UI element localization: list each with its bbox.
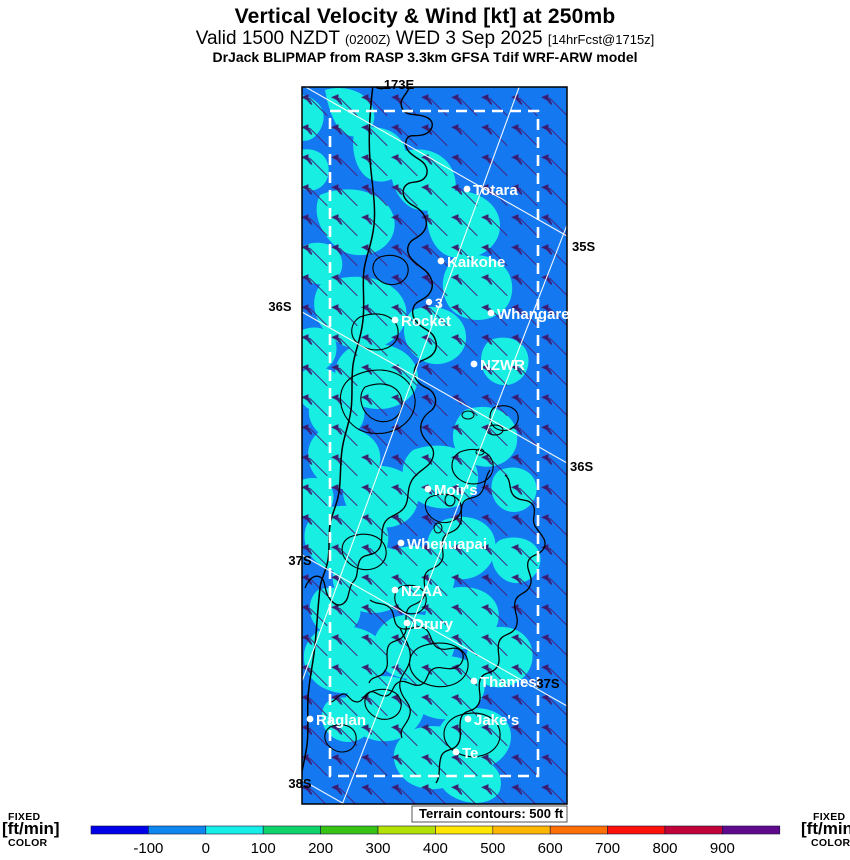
svg-text:100: 100 [251,840,276,857]
svg-text:Rocket: Rocket [401,313,451,330]
svg-text:173E: 173E [384,77,415,92]
svg-text:Totara: Totara [473,182,518,199]
svg-text:[ft/min]: [ft/min] [801,819,850,838]
svg-text:37S: 37S [288,553,311,568]
svg-text:3: 3 [435,295,443,311]
svg-text:700: 700 [595,840,620,857]
svg-text:0: 0 [202,840,210,857]
svg-text:36S: 36S [570,459,593,474]
svg-text:400: 400 [423,840,448,857]
svg-text:36S: 36S [268,299,291,314]
svg-text:38S: 38S [288,776,311,791]
svg-text:Moir's: Moir's [434,482,478,499]
svg-text:500: 500 [480,840,505,857]
svg-text:COLOR: COLOR [8,837,48,849]
svg-text:-100: -100 [133,840,163,857]
svg-text:Raglan: Raglan [316,712,366,729]
svg-text:800: 800 [652,840,677,857]
svg-text:200: 200 [308,840,333,857]
svg-text:Whangarei: Whangarei [497,306,574,323]
svg-text:Kaikohe: Kaikohe [447,254,505,271]
svg-text:[ft/min]: [ft/min] [2,819,60,838]
svg-text:900: 900 [710,840,735,857]
svg-text:600: 600 [538,840,563,857]
svg-text:Drury: Drury [413,616,454,633]
svg-text:Jake's: Jake's [474,712,519,729]
svg-text:37S: 37S [536,676,559,691]
svg-text:Te: Te [462,745,478,762]
svg-text:COLOR: COLOR [811,837,850,849]
svg-text:35S: 35S [572,239,595,254]
svg-text:NZAA: NZAA [401,583,443,600]
svg-text:300: 300 [365,840,390,857]
svg-text:Terrain contours: 500 ft: Terrain contours: 500 ft [419,806,564,821]
svg-text:Whenuapai: Whenuapai [407,536,487,553]
svg-text:NZWR: NZWR [480,357,525,374]
svg-text:Thames: Thames [480,674,537,691]
